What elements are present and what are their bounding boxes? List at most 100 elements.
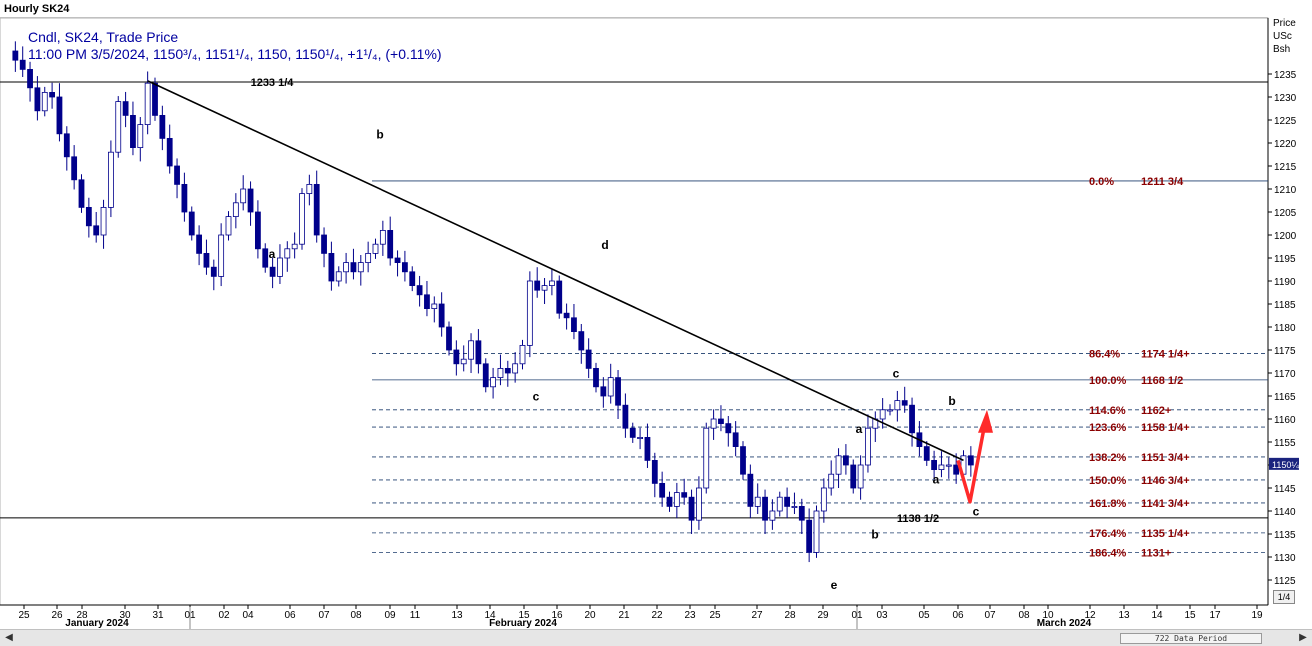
x-tick-label: 11 xyxy=(410,610,421,621)
wave-label: d xyxy=(601,238,608,252)
scroll-thumb[interactable]: 722 Data Period xyxy=(1120,633,1262,644)
wave-label: b xyxy=(871,528,878,542)
x-tick-label: 06 xyxy=(284,610,296,621)
candle-body xyxy=(210,266,217,277)
fib-level-pct: 123.6% xyxy=(1089,422,1127,434)
month-label: March 2024 xyxy=(1037,618,1092,629)
candle-body xyxy=(446,326,452,351)
candle-body xyxy=(622,404,629,429)
candle-body xyxy=(497,367,504,378)
x-tick-label: 12 xyxy=(1084,610,1096,621)
y-tick-label: 1175 xyxy=(1274,346,1296,357)
candle-body xyxy=(629,427,636,438)
wave-label: b xyxy=(376,127,383,141)
scroll-right-icon[interactable]: ▶ xyxy=(1299,632,1307,643)
candle-body xyxy=(820,487,827,512)
candle-body xyxy=(56,96,63,135)
y-tick-label: 1230 xyxy=(1274,93,1297,104)
candle-body xyxy=(585,349,592,369)
x-tick-label: 30 xyxy=(119,610,131,621)
candle-body xyxy=(688,496,695,521)
candle-body xyxy=(519,344,526,365)
candle-body xyxy=(909,404,915,434)
candle-body xyxy=(754,496,761,507)
candle-body xyxy=(350,262,357,273)
wave-label: a xyxy=(856,422,863,436)
fib-level-pct: 150.0% xyxy=(1089,475,1127,487)
candle-body xyxy=(144,82,151,125)
horizontal-scrollbar[interactable]: ◀ 722 Data Period ▶ xyxy=(0,629,1312,646)
y-tick-label: 1185 xyxy=(1274,300,1296,311)
candle-body xyxy=(600,386,607,397)
candle-body xyxy=(137,124,144,148)
candle-body xyxy=(534,280,541,291)
axis-head-price: Price xyxy=(1273,18,1296,29)
candle-body xyxy=(394,257,401,263)
candle-body xyxy=(401,262,408,273)
candle-body xyxy=(438,303,445,328)
wave-label: e xyxy=(831,578,838,592)
y-tick-label: 1210 xyxy=(1274,185,1297,196)
candle-body xyxy=(240,188,247,204)
x-tick-label: 14 xyxy=(1151,610,1163,621)
x-tick-label: 25 xyxy=(709,610,721,621)
candle-body xyxy=(644,436,651,461)
candle-body xyxy=(556,280,563,314)
candle-body xyxy=(710,418,717,429)
candle-body xyxy=(953,464,960,475)
chart-legend: Cndl, SK24, Trade Price 11:00 PM 3/5/202… xyxy=(28,29,442,63)
x-tick-label: 07 xyxy=(318,610,330,621)
candle-body xyxy=(372,243,379,254)
candle-body xyxy=(938,464,945,470)
candle-body xyxy=(482,363,489,388)
wave-label: c xyxy=(893,367,900,381)
x-tick-label: 23 xyxy=(684,610,696,621)
x-tick-label: 25 xyxy=(18,610,30,621)
x-tick-label: 14 xyxy=(484,610,496,621)
candle-body xyxy=(732,432,739,447)
candle-body xyxy=(776,496,783,512)
y-tick-label: 1160 xyxy=(1274,415,1296,426)
candle-body xyxy=(571,317,577,332)
x-tick-label: 31 xyxy=(152,610,164,621)
price-chart[interactable]: 1125113011351140114511501155116011651170… xyxy=(0,0,1312,630)
y-tick-label: 1180 xyxy=(1274,323,1296,334)
candle-body xyxy=(747,473,754,507)
candle-body xyxy=(490,377,497,388)
x-tick-label: 17 xyxy=(1209,610,1221,621)
y-tick-label: 1235 xyxy=(1274,70,1297,81)
candle-body xyxy=(269,266,276,277)
candle-body xyxy=(512,363,519,374)
horizontal-level-label: 1233 1/4 xyxy=(251,77,295,89)
candle-body xyxy=(335,271,342,282)
scroll-left-icon[interactable]: ◀ xyxy=(5,632,13,643)
candle-body xyxy=(262,248,269,268)
candle-body xyxy=(725,423,732,434)
x-tick-label: 03 xyxy=(876,610,888,621)
candle-body xyxy=(659,482,666,498)
candle-body xyxy=(967,455,974,466)
candle-body xyxy=(12,50,19,61)
zoom-level-button[interactable]: 1/4 xyxy=(1273,590,1295,604)
fib-level-price: 1131+ xyxy=(1141,547,1171,559)
candle-body xyxy=(460,358,467,365)
x-tick-label: 08 xyxy=(350,610,362,621)
y-tick-label: 1225 xyxy=(1274,116,1297,127)
candle-body xyxy=(578,331,585,351)
candle-body xyxy=(313,183,320,236)
candle-body xyxy=(666,496,673,507)
y-tick-label: 1155 xyxy=(1274,438,1296,449)
candle-body xyxy=(813,510,820,553)
candle-body xyxy=(78,179,85,208)
candle-body xyxy=(651,459,658,484)
candle-body xyxy=(93,225,100,236)
candle-body xyxy=(541,285,548,291)
candle-body xyxy=(549,280,555,286)
fib-level-price: 1211 3/4 xyxy=(1141,176,1184,188)
candle-body xyxy=(798,505,805,521)
candle-body xyxy=(291,243,298,250)
candle-body xyxy=(431,303,438,309)
candle-body xyxy=(931,459,937,470)
fib-level-price: 1174 1/4+ xyxy=(1141,348,1190,360)
wave-label: c xyxy=(973,505,980,519)
